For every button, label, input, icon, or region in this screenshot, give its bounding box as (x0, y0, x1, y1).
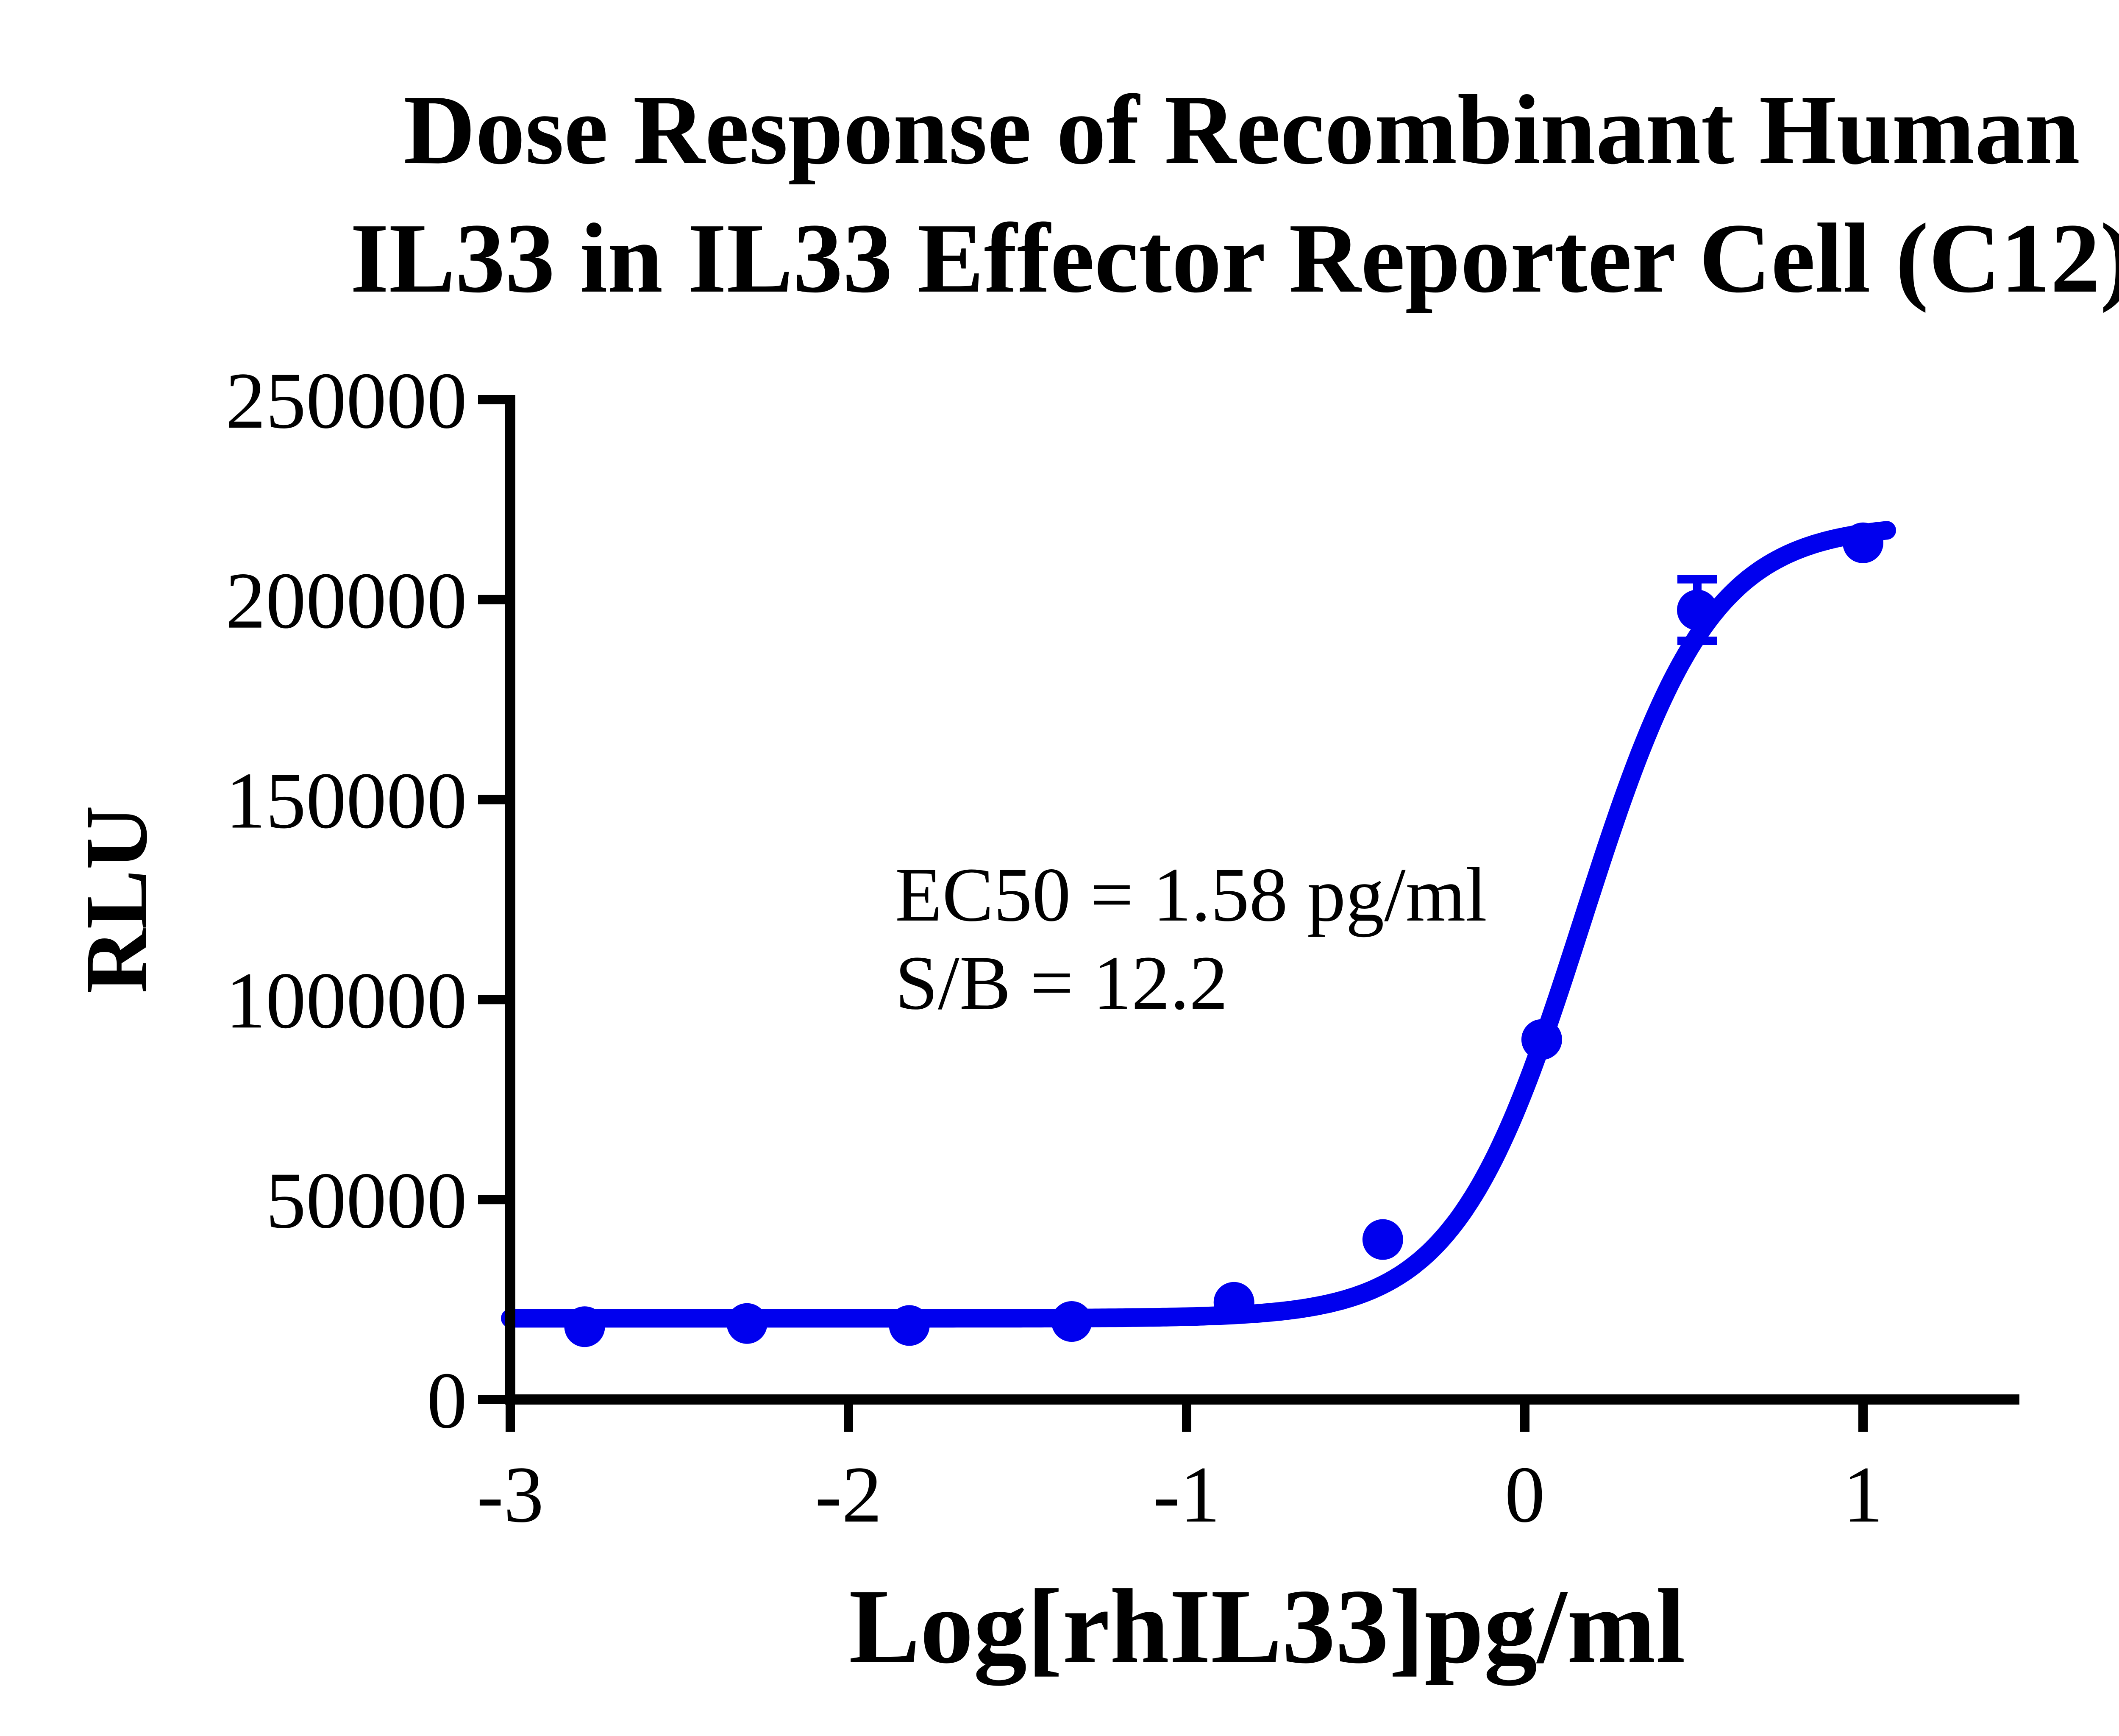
x-tick-label: 0 (1505, 1450, 1545, 1539)
y-tick-label: 200000 (225, 556, 467, 645)
data-point-marker (1843, 522, 1883, 563)
x-axis-title: Log[rhIL33]pg/ml (849, 1567, 1685, 1686)
data-point-marker (726, 1303, 768, 1344)
data-point-marker (1521, 1019, 1562, 1060)
data-point-marker (1362, 1219, 1403, 1260)
y-tick-label: 100000 (225, 956, 467, 1045)
data-point-marker (889, 1305, 930, 1346)
x-tick-label: -2 (815, 1450, 882, 1539)
x-tick-label: -3 (477, 1450, 544, 1539)
x-tick-label: -1 (1153, 1450, 1220, 1539)
y-tick-label: 50000 (266, 1156, 467, 1245)
y-axis-ticks: 0 50000 100000 150000 200000 250000 (225, 356, 510, 1445)
axes-layer (505, 395, 2019, 1405)
y-tick-label: 0 (427, 1356, 467, 1445)
y-axis-title: RLU (67, 805, 166, 993)
data-point-marker (564, 1306, 605, 1347)
x-axis-ticks: -3 -2 -1 0 1 (477, 1399, 1883, 1539)
signal-background-annotation: S/B = 12.2 (895, 940, 1228, 1026)
y-tick-label: 250000 (225, 356, 467, 445)
chart-title-line-1: Dose Response of Recombinant Human (403, 75, 2080, 185)
ec50-annotation: EC50 = 1.58 pg/ml (895, 852, 1487, 938)
data-point-marker (1051, 1301, 1092, 1342)
chart-title-line-2: IL33 in IL33 Effector Reporter Cell (C12… (350, 203, 2119, 313)
data-point-marker (1677, 590, 1718, 631)
x-tick-label: 1 (1843, 1450, 1883, 1539)
y-tick-label: 150000 (225, 757, 467, 846)
data-points-layer (564, 522, 1883, 1347)
data-point-marker (1213, 1282, 1254, 1323)
